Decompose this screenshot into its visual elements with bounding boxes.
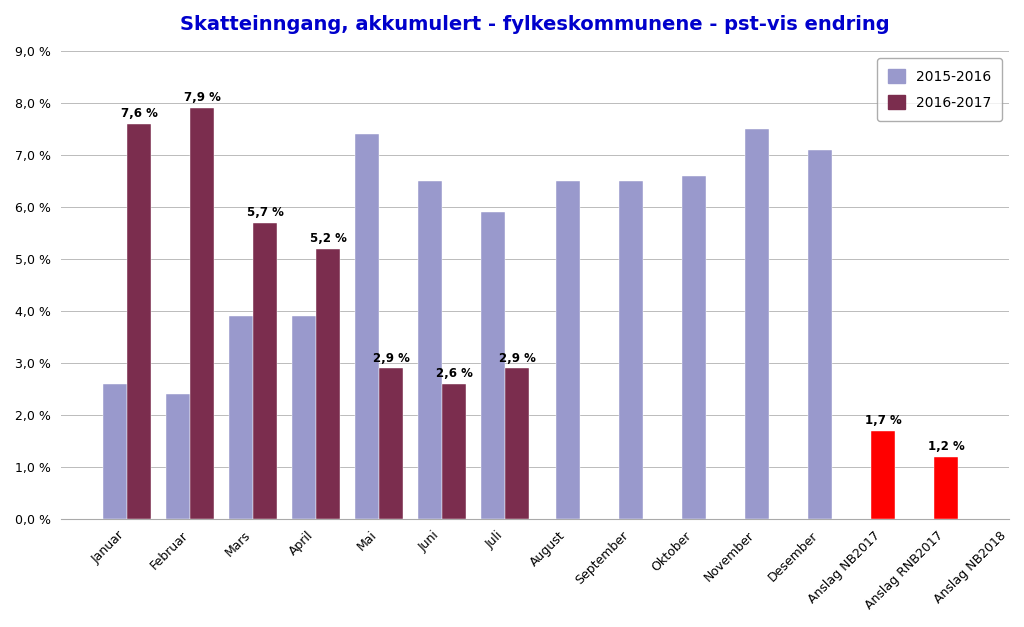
Text: 7,9 %: 7,9 % [184, 92, 221, 105]
Bar [745, 129, 769, 519]
Bar [103, 384, 127, 519]
Bar [556, 181, 581, 519]
Bar [167, 394, 190, 519]
Text: 7,6 %: 7,6 % [121, 107, 158, 120]
Text: 5,2 %: 5,2 % [310, 232, 347, 245]
Bar [481, 212, 505, 519]
Bar [316, 248, 340, 519]
Bar [293, 316, 316, 519]
Text: 2,6 %: 2,6 % [436, 367, 473, 380]
Text: 5,7 %: 5,7 % [247, 206, 284, 219]
Bar [355, 134, 379, 519]
Text: 2,9 %: 2,9 % [373, 352, 410, 364]
Text: 1,7 %: 1,7 % [864, 414, 901, 427]
Bar [379, 368, 403, 519]
Title: Skatteinngang, akkumulert - fylkeskommunene - pst-vis endring: Skatteinngang, akkumulert - fylkeskommun… [180, 15, 890, 34]
Bar [190, 108, 214, 519]
Bar [871, 431, 895, 519]
Text: 1,2 %: 1,2 % [928, 440, 965, 453]
Bar [808, 150, 833, 519]
Bar [682, 176, 707, 519]
Bar [253, 223, 278, 519]
Text: 2,9 %: 2,9 % [499, 352, 536, 364]
Bar [442, 384, 466, 519]
Bar [127, 124, 152, 519]
Bar [419, 181, 442, 519]
Legend: 2015-2016, 2016-2017: 2015-2016, 2016-2017 [877, 58, 1002, 121]
Bar [229, 316, 253, 519]
Bar [620, 181, 643, 519]
Bar [934, 456, 958, 519]
Bar [505, 368, 529, 519]
